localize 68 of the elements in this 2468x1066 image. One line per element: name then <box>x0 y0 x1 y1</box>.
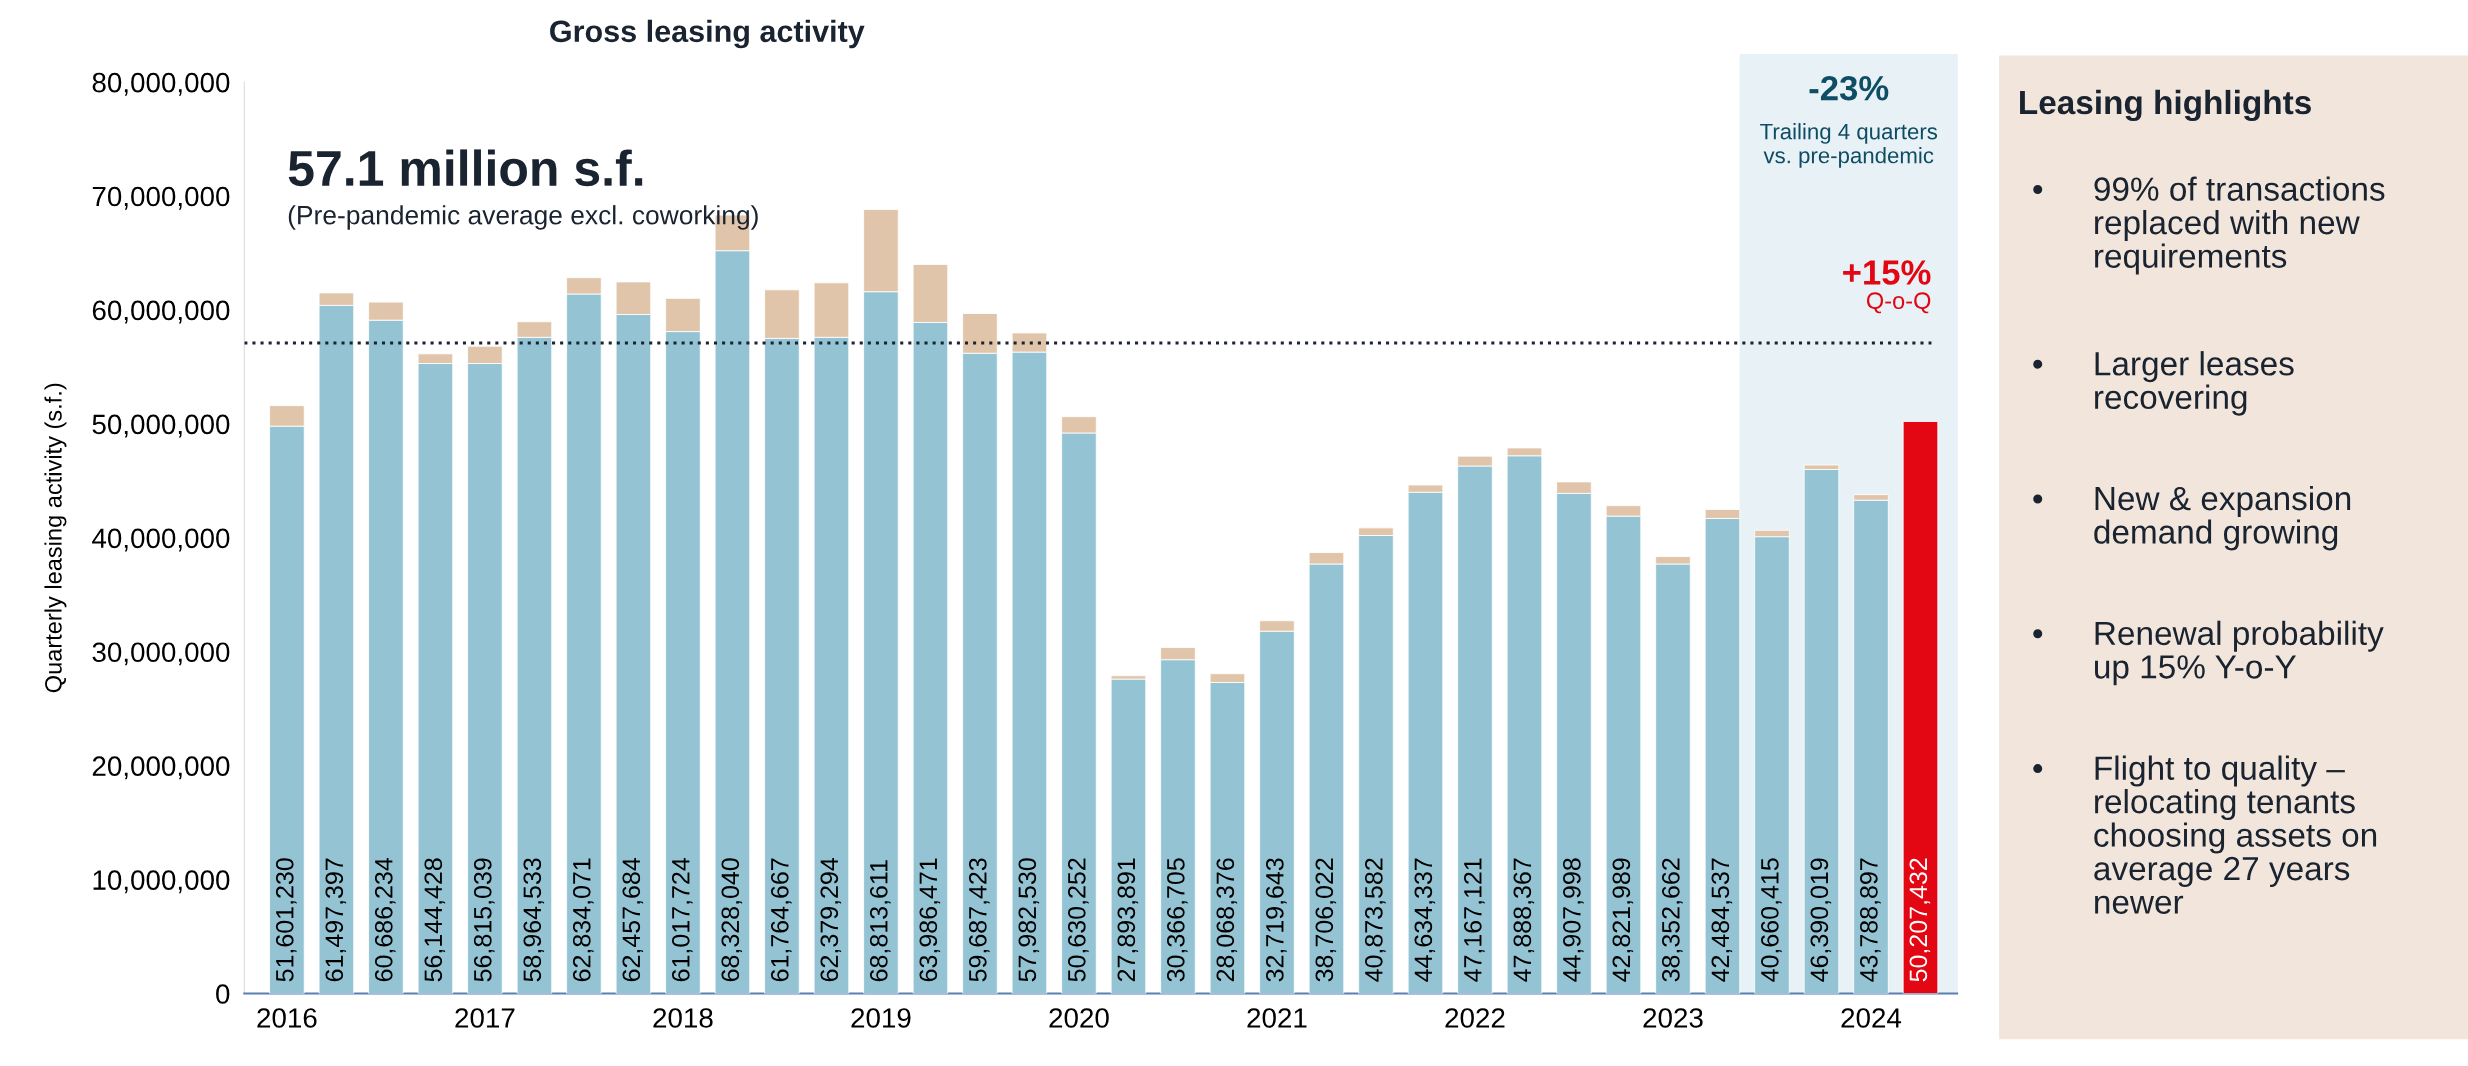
annotation: (Pre-pandemic average excl. coworking) <box>288 205 758 230</box>
x-tick-label: 2017 <box>455 1008 515 1028</box>
total-label: 59,687,423 <box>968 858 990 982</box>
band-label: -23% <box>1809 75 1889 101</box>
total-label: 62,457,684 <box>622 858 644 982</box>
total-label: 38,706,022 <box>1315 858 1337 982</box>
text: • Renewal probability up 15% Y-o-Y <box>2033 620 2384 686</box>
y-axis-title: Quarterly leasing activity (s.f.) <box>44 383 67 693</box>
x-tick-label: 2019 <box>851 1008 911 1028</box>
y-tick-label: 10,000,000 <box>93 870 230 894</box>
total-label: 60,686,234 <box>374 858 396 982</box>
text: • Larger leases recovering <box>2033 351 2294 416</box>
total-label: 47,167,121 <box>1463 858 1485 982</box>
total-label: 38,352,662 <box>1661 858 1683 982</box>
total-label: 57,982,530 <box>1018 858 1040 982</box>
x-tick-label: 2022 <box>1445 1008 1505 1028</box>
chart-title: Gross leasing activity <box>550 19 865 49</box>
total-label: 44,907,998 <box>1562 858 1584 982</box>
y-tick-label: 70,000,000 <box>92 186 230 210</box>
total-label: 62,379,294 <box>820 858 842 982</box>
x-tick-label: 2020 <box>1049 1008 1109 1028</box>
total-label: 40,660,415 <box>1760 858 1782 982</box>
total-label: 27,893,891 <box>1117 858 1139 982</box>
y-tick-label: 80,000,000 <box>92 72 230 96</box>
total-label: 50,207,432 <box>1909 858 1931 982</box>
y-tick-label: 60,000,000 <box>92 300 230 324</box>
total-label: 28,068,376 <box>1216 858 1238 982</box>
total-label: 51,601,230 <box>275 858 297 982</box>
annotation: Q-o-Q <box>1866 292 1931 314</box>
total-label: 40,873,582 <box>1364 858 1386 982</box>
total-label: 43,788,897 <box>1860 858 1881 982</box>
x-tick-label: 2024 <box>1841 1008 1902 1028</box>
y-tick-label: 30,000,000 <box>92 642 230 666</box>
total-label: 56,815,039 <box>473 858 495 982</box>
text: • New & expansion demand growing <box>2033 485 2351 551</box>
total-label: 61,764,667 <box>770 858 792 982</box>
x-tick-label: 2016 <box>257 1008 317 1028</box>
total-label: 50,630,252 <box>1067 858 1089 982</box>
y-tick-label: 0 <box>216 984 230 1004</box>
total-label: 42,484,537 <box>1711 858 1733 982</box>
total-label: 68,328,040 <box>721 858 743 982</box>
text: • Flight to quality – relocating tenants choosing assets on average 27 years newer <box>2033 755 2377 914</box>
total-label: 58,964,533 <box>523 858 545 982</box>
total-label: 56,144,428 <box>424 858 446 982</box>
y-tick-label: 50,000,000 <box>92 414 230 438</box>
total-label: 68,813,611 <box>869 860 891 982</box>
total-label: 46,390,019 <box>1810 858 1832 982</box>
total-label: 63,986,471 <box>919 858 941 982</box>
annotation: +15% <box>1843 260 1931 285</box>
total-label: 30,366,705 <box>1166 858 1188 982</box>
annotation: Trailing 4 quarters vs. pre-pandemic <box>1760 123 1938 168</box>
total-label: 62,834,071 <box>572 858 594 982</box>
text: Leasing highlights <box>2020 89 2311 122</box>
total-label: 44,634,337 <box>1414 858 1436 982</box>
x-tick-label: 2023 <box>1643 1008 1703 1028</box>
total-label: 61,017,724 <box>671 858 693 982</box>
total-label: 61,497,397 <box>325 858 347 982</box>
text: • 99% of transactions replaced with new requirements <box>2033 176 2385 275</box>
bar <box>1110 678 1147 994</box>
bar <box>1902 421 1939 994</box>
total-label: 32,719,643 <box>1265 858 1287 982</box>
total-label: 42,821,989 <box>1612 858 1634 982</box>
y-tick-label: 40,000,000 <box>92 528 230 552</box>
ref-line-label: 57.1 million s.f. <box>288 149 643 187</box>
y-tick-label: 20,000,000 <box>92 756 230 780</box>
x-tick-label: 2021 <box>1247 1008 1307 1028</box>
x-tick-label: 2018 <box>653 1008 713 1028</box>
total-label: 47,888,367 <box>1513 858 1535 982</box>
